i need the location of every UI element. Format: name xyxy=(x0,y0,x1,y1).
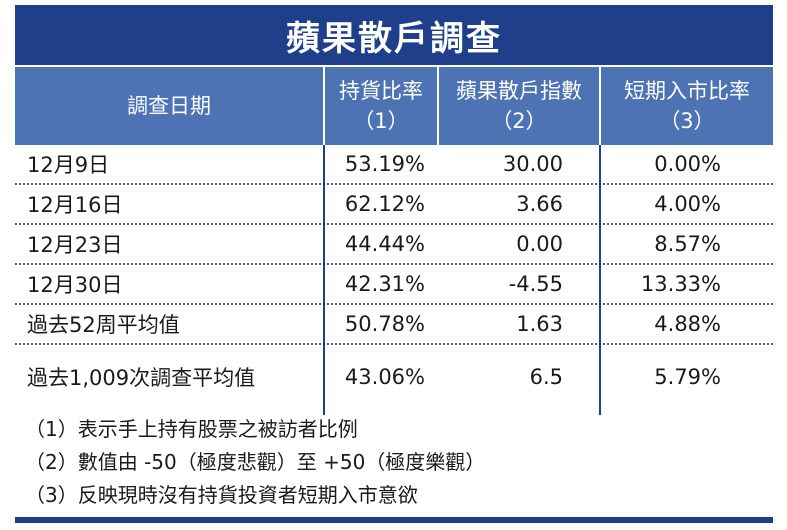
header-entry-note: （3） xyxy=(659,109,715,133)
row-entry: 13.33% xyxy=(640,272,721,296)
header-index-label: 蘋果散戶指數 xyxy=(456,79,582,103)
footnote-2: （2）數值由 -50（極度悲觀）至 +50（極度樂觀） xyxy=(25,450,486,474)
row-holding: 53.19% xyxy=(344,152,425,176)
row-index: 30.00 xyxy=(502,152,563,176)
header-holding-label: 持貨比率 xyxy=(339,79,423,103)
header-divider xyxy=(599,67,601,145)
row-holding: 44.44% xyxy=(344,232,425,256)
table-row: 過去1,009次調查平均值 43.06% 6.5 5.79% xyxy=(15,345,773,409)
footnotes: （1）表示手上持有股票之被訪者比例 （2）數值由 -50（極度悲觀）至 +50（… xyxy=(25,413,485,512)
row-entry: 5.79% xyxy=(654,365,721,389)
table-row: 12月16日 62.12% 3.66 4.00% xyxy=(15,185,773,225)
header-entry-label: 短期入市比率 xyxy=(624,79,750,103)
row-entry: 4.88% xyxy=(654,312,721,336)
footnote-3: （3）反映現時沒有持貨投資者短期入市意欲 xyxy=(25,483,418,507)
header-index: 蘋果散戶指數 （2） xyxy=(439,67,599,145)
table-row: 12月23日 44.44% 0.00 8.57% xyxy=(15,225,773,265)
header-date: 調查日期 xyxy=(15,67,323,145)
row-entry: 0.00% xyxy=(654,152,721,176)
row-holding: 50.78% xyxy=(344,312,425,336)
row-date: 12月23日 xyxy=(27,233,123,257)
row-holding: 43.06% xyxy=(344,365,425,389)
row-entry: 8.57% xyxy=(654,232,721,256)
table-header: 調查日期 持貨比率 （1） 蘋果散戶指數 （2） 短期入市比率 （3） xyxy=(15,67,773,145)
header-entry: 短期入市比率 （3） xyxy=(601,67,773,145)
row-holding: 42.31% xyxy=(344,272,425,296)
row-date: 過去52周平均值 xyxy=(27,313,180,337)
table-row: 12月9日 53.19% 30.00 0.00% xyxy=(15,145,773,185)
row-date: 12月30日 xyxy=(27,273,123,297)
row-holding: 62.12% xyxy=(344,192,425,216)
survey-table-graphic: 蘋果散戶調查 調查日期 持貨比率 （1） 蘋果散戶指數 （2） 短期入市比率 （… xyxy=(15,5,773,525)
row-index: -4.55 xyxy=(508,272,563,296)
row-index: 6.5 xyxy=(529,365,563,389)
header-divider xyxy=(437,67,439,145)
table-row: 12月30日 42.31% -4.55 13.33% xyxy=(15,265,773,305)
table-row: 過去52周平均值 50.78% 1.63 4.88% xyxy=(15,305,773,345)
row-entry: 4.00% xyxy=(654,192,721,216)
row-date: 12月16日 xyxy=(27,193,123,217)
header-date-label: 調查日期 xyxy=(127,94,211,118)
row-index: 1.63 xyxy=(516,312,563,336)
column-divider xyxy=(323,145,325,415)
table-title: 蘋果散戶調查 xyxy=(15,5,773,65)
header-index-note: （2） xyxy=(491,109,547,133)
header-holding: 持貨比率 （1） xyxy=(325,67,437,145)
header-holding-note: （1） xyxy=(353,109,409,133)
header-divider xyxy=(323,67,325,145)
footnote-1: （1）表示手上持有股票之被訪者比例 xyxy=(25,417,358,441)
column-divider xyxy=(599,145,601,415)
bottom-rule xyxy=(15,517,773,523)
row-index: 0.00 xyxy=(516,232,563,256)
row-date: 過去1,009次調查平均值 xyxy=(27,366,256,390)
row-index: 3.66 xyxy=(516,192,563,216)
row-date: 12月9日 xyxy=(27,153,110,177)
